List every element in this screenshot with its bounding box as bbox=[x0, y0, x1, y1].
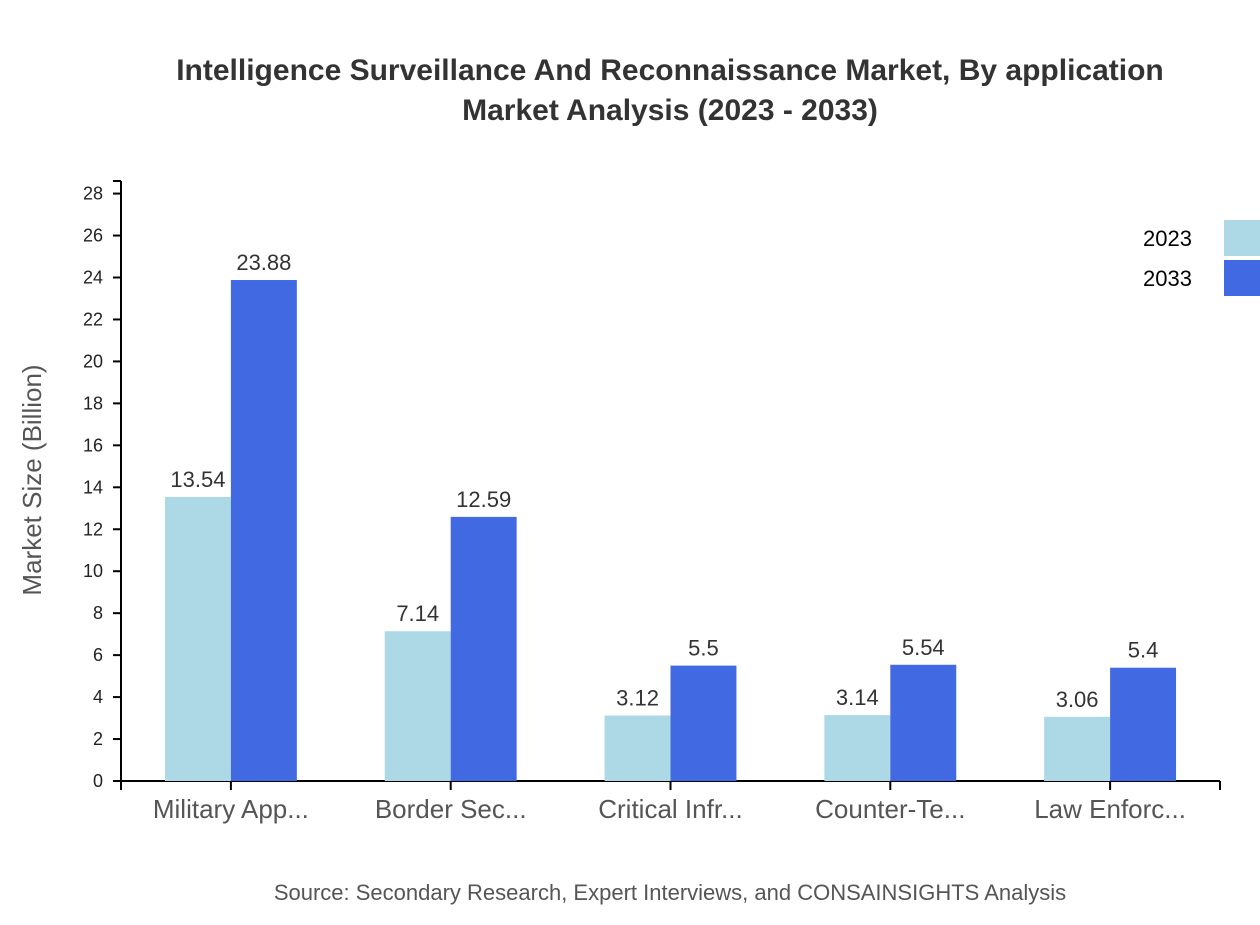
bar-2033 bbox=[670, 665, 737, 781]
legend-swatch-2033 bbox=[1224, 260, 1260, 296]
y-tick-label: 28 bbox=[83, 184, 103, 204]
bar-2023 bbox=[604, 715, 671, 781]
data-label: 13.54 bbox=[170, 467, 225, 492]
bar-2023 bbox=[164, 496, 231, 781]
data-label: 3.14 bbox=[836, 685, 879, 710]
x-tick-label: Border Sec... bbox=[375, 794, 527, 824]
source-note: Source: Secondary Research, Expert Inter… bbox=[274, 880, 1066, 905]
legend-swatch-2023 bbox=[1224, 220, 1260, 256]
bar-2033 bbox=[230, 280, 297, 781]
x-tick-label: Law Enforc... bbox=[1034, 794, 1186, 824]
y-tick-label: 18 bbox=[83, 393, 103, 413]
data-label: 7.14 bbox=[396, 601, 439, 626]
y-tick-label: 16 bbox=[83, 435, 103, 455]
data-label: 23.88 bbox=[236, 250, 291, 275]
data-label: 5.54 bbox=[902, 635, 945, 660]
bar-2023 bbox=[384, 631, 451, 781]
data-label: 5.4 bbox=[1128, 638, 1159, 663]
y-tick-label: 0 bbox=[93, 771, 103, 791]
y-tick-label: 20 bbox=[83, 351, 103, 371]
y-tick-label: 14 bbox=[83, 477, 103, 497]
y-tick-label: 10 bbox=[83, 561, 103, 581]
x-tick-label: Counter-Te... bbox=[815, 794, 965, 824]
bar-2033 bbox=[890, 664, 957, 781]
y-tick-label: 4 bbox=[93, 687, 103, 707]
bar-2023 bbox=[824, 715, 891, 781]
y-tick-label: 6 bbox=[93, 645, 103, 665]
legend-label: 2023 bbox=[1143, 226, 1192, 251]
legend-label: 2033 bbox=[1143, 266, 1192, 291]
data-label: 12.59 bbox=[456, 487, 511, 512]
data-label: 3.06 bbox=[1056, 687, 1099, 712]
y-tick-label: 24 bbox=[83, 268, 103, 288]
y-tick-label: 12 bbox=[83, 519, 103, 539]
y-tick-label: 2 bbox=[93, 729, 103, 749]
y-tick-label: 8 bbox=[93, 603, 103, 623]
y-tick-label: 26 bbox=[83, 226, 103, 246]
chart-title: Intelligence Surveillance And Reconnaiss… bbox=[176, 54, 1164, 87]
x-tick-label: Military App... bbox=[153, 794, 309, 824]
data-label: 3.12 bbox=[616, 686, 659, 711]
y-tick-label: 22 bbox=[83, 309, 103, 329]
chart-subtitle: Market Analysis (2023 - 2033) bbox=[462, 94, 878, 127]
bar-2033 bbox=[450, 516, 517, 781]
x-tick-label: Critical Infr... bbox=[598, 794, 742, 824]
bar-2023 bbox=[1044, 716, 1111, 781]
bar-2033 bbox=[1110, 667, 1177, 781]
y-axis-label: Market Size (Billion) bbox=[17, 364, 47, 595]
data-label: 5.5 bbox=[688, 636, 719, 661]
